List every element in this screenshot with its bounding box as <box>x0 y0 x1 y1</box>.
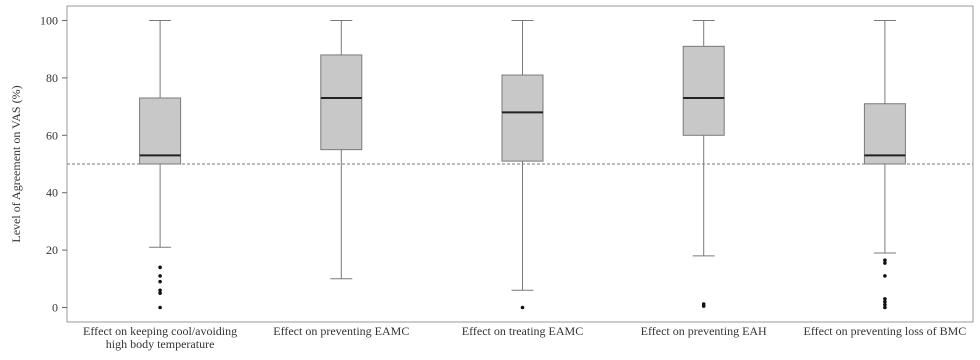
outlier-point <box>158 279 162 284</box>
y-tick-label: 60 <box>46 128 58 142</box>
x-category-label-line: Effect on keeping cool/avoiding <box>83 324 237 338</box>
iqr-box <box>863 103 906 165</box>
iqr-box <box>501 74 544 162</box>
outlier-point <box>520 305 525 310</box>
outlier-point <box>158 291 162 295</box>
box-group <box>320 20 363 280</box>
y-tick-label: 100 <box>40 14 58 28</box>
iqr-box <box>682 45 725 136</box>
box-group <box>682 20 725 308</box>
box-group <box>139 20 182 310</box>
y-tick-label: 20 <box>46 243 58 257</box>
outlier-point <box>883 305 887 310</box>
outlier-point <box>883 299 887 304</box>
outlier-point <box>883 297 887 301</box>
x-category-label: Effect on preventing loss of BMC <box>804 324 967 338</box>
outlier-point <box>701 302 706 306</box>
x-category-label: Effect on preventing EAMC <box>273 324 409 338</box>
x-category-label: Effect on treating EAMC <box>462 324 583 338</box>
y-tick-label: 0 <box>52 301 58 315</box>
outlier-point <box>883 274 887 278</box>
y-axis-title: Level of Agreement on VAS (%) <box>9 85 23 242</box>
y-tick-label: 40 <box>46 186 58 200</box>
outlier-point <box>883 261 887 265</box>
outlier-point <box>158 305 162 310</box>
iqr-box <box>320 54 363 151</box>
outlier-point <box>883 258 887 262</box>
outlier-point <box>158 288 162 293</box>
box-group <box>501 20 544 310</box>
x-category-label-line: Effect on preventing EAMC <box>273 324 409 338</box>
x-category-label-line: Effect on treating EAMC <box>462 324 583 338</box>
outlier-point <box>883 302 887 307</box>
x-category-label: Effect on keeping cool/avoiding high body… <box>83 324 237 351</box>
iqr-box <box>139 97 182 165</box>
outlier-point <box>158 265 162 270</box>
x-category-label-line: high body temperature <box>106 337 215 351</box>
x-category-label-line: Effect on preventing EAH <box>641 324 767 338</box>
y-tick-label: 80 <box>46 71 58 85</box>
x-category-label-line: Effect on preventing loss of BMC <box>804 324 967 338</box>
box-group <box>863 20 906 310</box>
x-category-label: Effect on preventing EAH <box>641 324 767 338</box>
outlier-point <box>158 274 162 278</box>
